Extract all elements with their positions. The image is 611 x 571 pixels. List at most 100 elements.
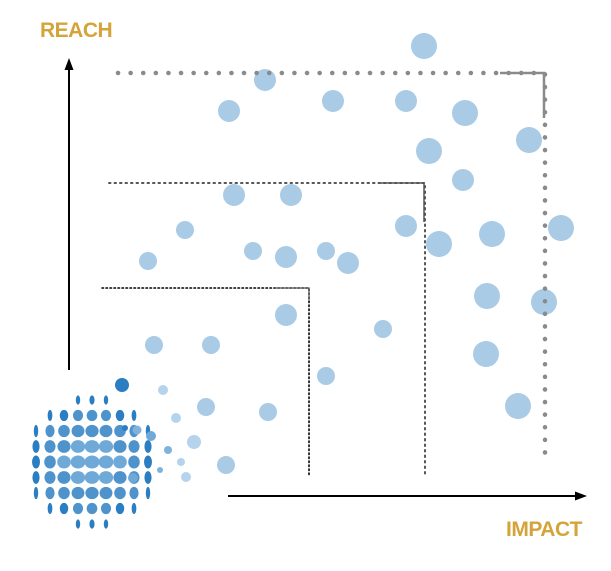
axes-layer: [64, 58, 587, 501]
logo-dot: [70, 440, 86, 453]
logo-dot: [59, 409, 69, 422]
logo-dot: [32, 455, 40, 469]
logo-dot: [44, 440, 56, 453]
logo-dot: [98, 471, 114, 484]
logo-dot: [58, 424, 70, 438]
logo-dot: [113, 471, 127, 484]
bubble: [145, 336, 163, 354]
logo-dot: [115, 409, 125, 422]
logo-dot: [158, 385, 168, 395]
bubble: [218, 100, 240, 122]
logo-dot: [128, 440, 140, 453]
logo-dot: [181, 472, 191, 482]
logo-dot: [129, 486, 139, 500]
bubble: [259, 403, 277, 421]
bubble: [280, 184, 302, 206]
bubble: [244, 242, 262, 260]
bubbles-layer: [139, 33, 574, 474]
logo-dot: [84, 440, 100, 453]
logo-dot: [85, 486, 99, 500]
logo-dot: [45, 424, 55, 438]
logo-dot: [115, 378, 129, 392]
bubble: [322, 90, 344, 112]
logo-dot: [44, 471, 56, 484]
bubble: [197, 398, 215, 416]
logo-dot: [100, 502, 112, 515]
logo-dot: [115, 502, 125, 515]
bubble: [317, 367, 335, 385]
logo-dot: [144, 471, 152, 484]
bubble: [395, 215, 417, 237]
region-corner-outer: [500, 71, 546, 118]
logo-dot: [72, 409, 84, 422]
region-boundary-outer: [115, 70, 548, 466]
bubble: [479, 221, 505, 247]
bubble: [516, 127, 542, 153]
bubble: [452, 169, 474, 191]
logo-dot: [84, 455, 100, 469]
logo-dot: [171, 413, 181, 423]
logo-dot: [71, 424, 85, 438]
logo-dot: [103, 519, 109, 529]
bubble: [275, 304, 297, 326]
bubble: [317, 242, 335, 260]
logo-dot: [33, 424, 39, 438]
logo-dot: [164, 446, 172, 454]
logo-dot: [98, 455, 114, 469]
logo-dot: [75, 395, 81, 405]
logo-dot: [75, 519, 81, 529]
logo-dot: [132, 425, 142, 435]
bubble: [139, 252, 157, 270]
logo-dot: [177, 458, 185, 466]
logo-dot: [89, 395, 95, 405]
bubble: [217, 456, 235, 474]
logo-dot: [57, 471, 71, 484]
logo-dot: [44, 455, 56, 469]
logo-dot: [47, 502, 53, 515]
logo-dot: [187, 435, 201, 449]
logo-dot: [32, 471, 40, 484]
bubble: [374, 320, 392, 338]
logo-dot: [71, 486, 85, 500]
y-axis-label-reach: REACH: [40, 19, 113, 42]
logo-dot: [58, 486, 70, 500]
logo-dot: [103, 395, 109, 405]
logo-dot: [59, 502, 69, 515]
logo-dot: [131, 409, 137, 422]
logo-dot: [72, 502, 84, 515]
logo-dot: [113, 455, 127, 469]
logo-dot: [84, 471, 100, 484]
bubble: [505, 393, 531, 419]
bubble: [548, 215, 574, 241]
logo-dot: [33, 486, 39, 500]
logo-dot: [86, 409, 98, 422]
bubble: [473, 341, 499, 367]
bubble: [474, 283, 500, 309]
logo-dot: [47, 409, 53, 422]
bubble: [275, 246, 297, 268]
regions-layer: [101, 70, 548, 478]
logo-dot: [145, 486, 151, 500]
logo-dot: [57, 455, 71, 469]
region-corner-inner: [275, 287, 310, 300]
bubble: [223, 184, 245, 206]
logo-dot: [100, 409, 112, 422]
region-boundary-middle: [108, 182, 426, 476]
logo-dot: [128, 473, 138, 483]
bubble: [395, 90, 417, 112]
logo-dot: [157, 467, 163, 473]
region-corner-middle: [380, 182, 425, 222]
region-boundary-inner: [101, 287, 310, 478]
logo-dot: [122, 425, 128, 431]
logo-dot: [113, 440, 127, 453]
logo-dot: [70, 471, 86, 484]
logo-dot: [99, 486, 113, 500]
logo-dot: [32, 440, 40, 453]
logo-dot: [70, 455, 86, 469]
bubble: [426, 231, 452, 257]
bubble: [337, 252, 359, 274]
x-axis-label-impact: IMPACT: [506, 518, 582, 541]
bubble: [202, 336, 220, 354]
